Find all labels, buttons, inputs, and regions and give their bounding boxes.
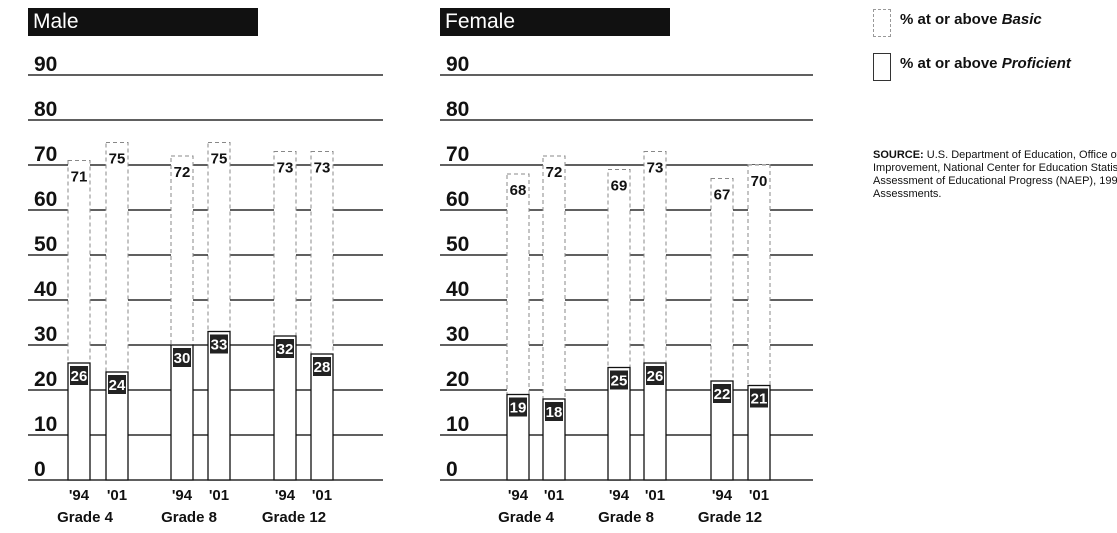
legend-label-basic: % at or above Basic <box>900 11 1042 28</box>
male-x-year-label: '01 <box>312 487 332 504</box>
female-y-tick-label: 50 <box>446 233 469 256</box>
male-proficient-bar <box>105 371 129 481</box>
male-proficient-value-label: 32 <box>277 341 294 358</box>
female-chart: Female 0 10 20 30 40 50 60 70 80 90 68 72 69 73 67 70 19… <box>440 0 813 533</box>
female-proficient-label-box <box>713 384 731 403</box>
male-y-tick-label: 50 <box>34 233 57 256</box>
male-x-year-label: '01 <box>209 487 229 504</box>
female-x-year-label: '01 <box>645 487 665 504</box>
male-x-year-label: '94 <box>69 487 90 504</box>
legend-swatch-proficient <box>873 53 891 81</box>
legend-swatch-basic <box>873 9 891 37</box>
female-basic-value-label: 68 <box>510 182 527 199</box>
female-proficient-bar <box>710 380 734 481</box>
male-y-tick-label: 90 <box>34 53 57 76</box>
female-proficient-value-label: 22 <box>714 386 731 403</box>
female-proficient-value-label: 18 <box>546 404 563 421</box>
female-y-tick-label: 40 <box>446 278 469 301</box>
female-x-year-label: '94 <box>609 487 630 504</box>
male-basic-value-label: 71 <box>71 169 88 186</box>
male-proficient-bar <box>207 330 231 481</box>
female-proficient-value-label: 21 <box>751 391 768 408</box>
male-y-tick-label: 80 <box>34 98 57 121</box>
male-y-tick-label: 10 <box>34 413 57 436</box>
female-proficient-bar <box>643 362 667 481</box>
male-proficient-bar <box>170 344 194 481</box>
female-proficient-value-label: 26 <box>647 368 664 385</box>
male-grade-label: Grade 8 <box>161 509 217 526</box>
male-proficient-value-label: 30 <box>174 350 191 367</box>
female-y-tick-label: 0 <box>446 458 458 481</box>
male-proficient-bar <box>67 362 91 481</box>
male-basic-value-label: 72 <box>174 164 191 181</box>
female-basic-value-label: 69 <box>611 178 628 195</box>
female-y-tick-label: 30 <box>446 323 469 346</box>
female-y-tick-label: 90 <box>446 53 469 76</box>
male-chart-plot: 0 10 20 30 40 50 60 70 80 90 71 75 72 75 73 73 26 24 30 33 3… <box>28 53 383 526</box>
female-x-year-label: '94 <box>712 487 733 504</box>
male-y-tick-label: 60 <box>34 188 57 211</box>
male-x-year-label: '94 <box>275 487 296 504</box>
female-basic-value-label: 73 <box>647 160 664 177</box>
female-basic-value-label: 72 <box>546 164 563 181</box>
male-basic-value-label: 75 <box>109 151 126 168</box>
male-panel-title: Male <box>28 8 258 36</box>
female-proficient-value-label: 19 <box>510 400 527 417</box>
legend-label-proficient: % at or above Proficient <box>900 55 1071 72</box>
male-y-tick-label: 20 <box>34 368 57 391</box>
male-chart: Male 0 10 20 30 40 50 60 70 80 90 71 75 72 75 73 73 26 24… <box>28 0 383 533</box>
female-proficient-label-box <box>509 397 527 417</box>
male-proficient-value-label: 24 <box>109 377 126 394</box>
male-proficient-value-label: 28 <box>314 359 331 376</box>
female-x-year-label: '01 <box>544 487 564 504</box>
female-chart-plot: 0 10 20 30 40 50 60 70 80 90 68 72 69 73 67 70 19 18 25 26 2… <box>440 53 813 526</box>
male-proficient-value-label: 26 <box>71 368 88 385</box>
female-proficient-bar <box>607 366 631 481</box>
male-proficient-label-box <box>70 366 88 385</box>
male-proficient-value-label: 33 <box>211 337 228 354</box>
male-proficient-label-box <box>173 348 191 367</box>
female-basic-value-label: 70 <box>751 173 768 190</box>
female-x-year-label: '94 <box>508 487 529 504</box>
male-proficient-label-box <box>276 339 294 358</box>
male-grade-label: Grade 4 <box>57 509 114 526</box>
female-y-tick-label: 70 <box>446 143 469 166</box>
female-y-tick-label: 10 <box>446 413 469 436</box>
female-proficient-label-box <box>610 370 628 390</box>
male-proficient-label-box <box>210 334 228 354</box>
female-proficient-label-box <box>545 402 563 421</box>
male-basic-value-label: 73 <box>277 160 294 177</box>
female-grade-label: Grade 8 <box>598 509 654 526</box>
male-y-tick-label: 30 <box>34 323 57 346</box>
female-proficient-bar <box>747 384 771 481</box>
female-proficient-label-box <box>646 366 664 385</box>
male-y-tick-label: 0 <box>34 458 46 481</box>
female-proficient-value-label: 25 <box>611 373 628 390</box>
female-basic-value-label: 67 <box>714 187 731 204</box>
male-proficient-label-box <box>313 357 331 376</box>
female-proficient-label-box <box>750 388 768 408</box>
male-proficient-bar <box>310 353 334 481</box>
female-x-year-label: '01 <box>749 487 769 504</box>
male-y-tick-label: 70 <box>34 143 57 166</box>
male-grade-label: Grade 12 <box>262 509 326 526</box>
female-y-tick-label: 60 <box>446 188 469 211</box>
female-grade-label: Grade 12 <box>698 509 762 526</box>
male-x-year-label: '94 <box>172 487 193 504</box>
female-y-tick-label: 20 <box>446 368 469 391</box>
female-y-tick-label: 80 <box>446 98 469 121</box>
source-note: SOURCE: U.S. Department of Education, Of… <box>873 149 1117 200</box>
female-panel-title: Female <box>440 8 670 36</box>
male-x-year-label: '01 <box>107 487 127 504</box>
male-basic-value-label: 75 <box>211 151 228 168</box>
male-proficient-label-box <box>108 375 126 394</box>
female-grade-label: Grade 4 <box>498 509 555 526</box>
male-y-tick-label: 40 <box>34 278 57 301</box>
male-basic-value-label: 73 <box>314 160 331 177</box>
male-proficient-bar <box>273 335 297 481</box>
